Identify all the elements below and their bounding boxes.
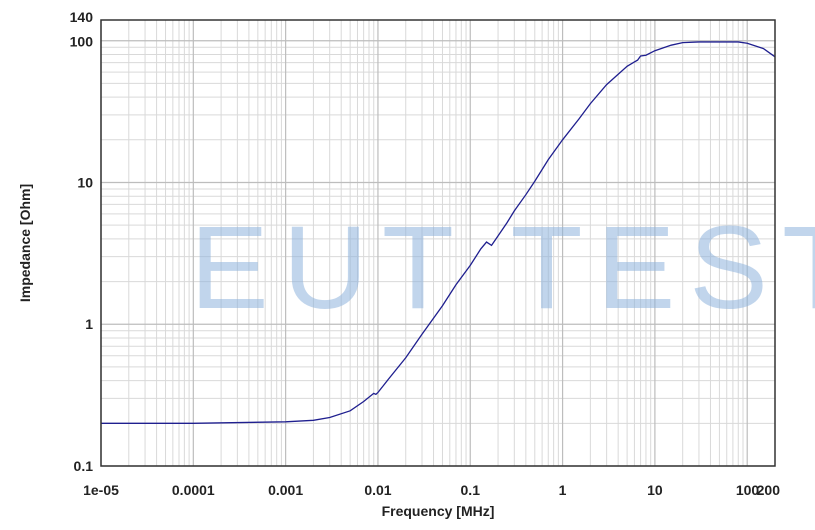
minor-gridlines xyxy=(101,20,776,466)
watermark-text: EUT TEST xyxy=(190,202,815,334)
x-tick-label: 0.001 xyxy=(268,482,303,498)
series-layer xyxy=(101,41,776,424)
y-tick-label: 100 xyxy=(70,34,94,50)
x-tick-label: 100 xyxy=(736,482,760,498)
y-tick-label: 140 xyxy=(70,9,94,25)
x-tick-label: 0.0001 xyxy=(172,482,215,498)
x-axis-label: Frequency [MHz] xyxy=(382,503,495,519)
x-tick-label: 1e-05 xyxy=(83,482,119,498)
y-tick-labels: 0.1 1 10 100 140 xyxy=(70,9,94,474)
x-tick-label: 200 xyxy=(757,482,781,498)
impedance-curve-0 xyxy=(101,41,776,424)
x-tick-label: 1 xyxy=(559,482,567,498)
plot-frame xyxy=(100,19,776,467)
x-tick-label: 0.01 xyxy=(364,482,391,498)
y-tick-label: 0.1 xyxy=(74,458,94,474)
x-tick-label: 0.1 xyxy=(461,482,481,498)
y-tick-label: 10 xyxy=(77,174,93,190)
x-tick-label: 10 xyxy=(647,482,663,498)
y-tick-label: 1 xyxy=(85,316,93,332)
y-axis-label: Impedance [Ohm] xyxy=(17,184,33,302)
